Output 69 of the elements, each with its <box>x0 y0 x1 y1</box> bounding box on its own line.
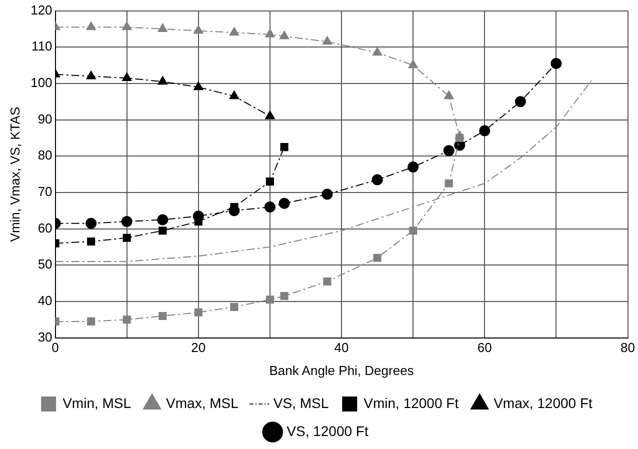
point <box>229 27 240 36</box>
point <box>372 174 383 186</box>
point <box>456 134 464 142</box>
point <box>87 317 96 326</box>
point <box>278 198 290 209</box>
y-tick-label: 120 <box>30 2 52 18</box>
point <box>266 178 274 186</box>
legend-label: Vmax, 12000 Ft <box>494 394 593 411</box>
point <box>158 226 167 235</box>
point <box>323 277 332 286</box>
y-tick-label: 70 <box>38 184 52 200</box>
point <box>280 292 288 300</box>
point <box>444 90 454 100</box>
x-tick-label: 0 <box>52 340 59 356</box>
y-tick-label: 30 <box>38 329 52 344</box>
point <box>409 226 418 235</box>
point <box>87 237 96 246</box>
point <box>408 60 418 68</box>
point <box>408 162 419 173</box>
point <box>122 316 131 324</box>
point <box>121 216 132 228</box>
point <box>194 25 204 34</box>
point <box>514 96 526 108</box>
point <box>158 76 168 85</box>
point <box>266 296 274 304</box>
point <box>444 179 453 188</box>
point <box>194 82 204 90</box>
point <box>322 36 332 45</box>
point <box>122 72 132 82</box>
point <box>86 70 96 80</box>
point <box>479 125 490 136</box>
y-tick-label: 110 <box>32 38 52 54</box>
y-tick-label: 50 <box>38 256 52 272</box>
point <box>265 28 275 38</box>
x-tick-label: 20 <box>191 340 206 356</box>
y-tick-label: 80 <box>38 148 52 163</box>
point <box>122 234 131 242</box>
point <box>158 23 168 32</box>
point <box>229 90 240 100</box>
legend-label: VS, 12000 Ft <box>286 422 368 439</box>
legend-label: Vmin, 12000 Ft <box>364 394 459 411</box>
legend-label: Vmin, MSL <box>62 394 132 411</box>
point <box>230 302 238 311</box>
x-axis-title: Bank Angle Phi, Degrees <box>269 362 414 378</box>
y-tick-label: 40 <box>38 293 52 308</box>
point <box>86 22 96 30</box>
point <box>373 254 382 262</box>
point <box>280 143 288 152</box>
point <box>322 188 333 200</box>
point <box>550 58 562 69</box>
point <box>265 110 275 120</box>
x-tick-label: 80 <box>620 340 636 356</box>
y-tick-label: 90 <box>38 111 52 126</box>
point <box>279 30 290 40</box>
y-tick-label: 100 <box>30 75 52 90</box>
point <box>372 47 382 56</box>
x-tick-label: 40 <box>334 340 349 356</box>
point <box>157 214 168 226</box>
legend-label: VS, MSL <box>273 394 329 411</box>
point <box>264 202 276 212</box>
legend-label: Vmax, MSL <box>166 394 239 411</box>
point <box>443 145 454 156</box>
point <box>194 308 202 316</box>
y-tick-label: 60 <box>38 220 52 236</box>
point <box>122 22 132 30</box>
y-axis-title: Vmin, Vmax, VS, KTAS <box>7 106 22 242</box>
point <box>158 312 167 320</box>
x-tick-label: 60 <box>477 340 492 356</box>
point <box>86 218 97 229</box>
